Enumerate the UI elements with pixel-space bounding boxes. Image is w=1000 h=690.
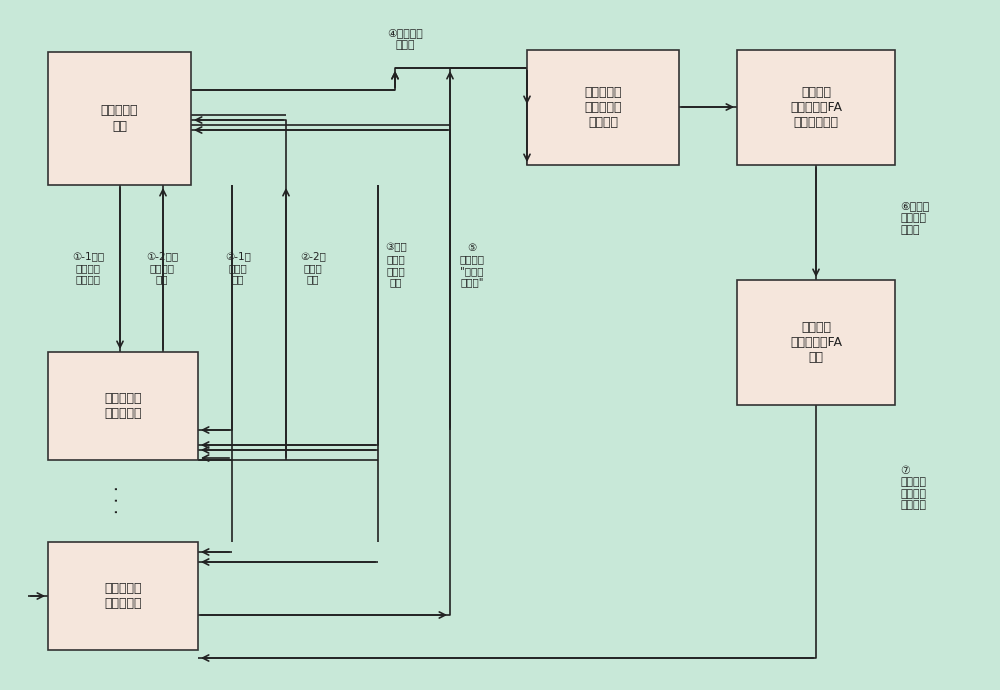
Text: · · ·: · · · <box>109 486 127 514</box>
Text: 主站模拟变
电站开关、
保护信号: 主站模拟变 电站开关、 保护信号 <box>584 86 622 129</box>
Text: ①-2应答
进入仿真
模式: ①-2应答 进入仿真 模式 <box>146 251 178 284</box>
Text: ①-1下发
启动仿真
模式命令: ①-1下发 启动仿真 模式命令 <box>72 251 104 284</box>
FancyBboxPatch shape <box>527 50 679 165</box>
Text: ③预设
模拟过
流信号
命令: ③预设 模拟过 流信号 命令 <box>385 243 407 288</box>
FancyBboxPatch shape <box>737 50 895 165</box>
Text: ②-2应
答对时
成功: ②-2应 答对时 成功 <box>300 251 326 284</box>
Text: ⑦
主站发令
退出终端
仿真模式: ⑦ 主站发令 退出终端 仿真模式 <box>900 466 926 511</box>
FancyBboxPatch shape <box>48 542 198 650</box>
Text: 主站生成
馈线自动化FA
方案: 主站生成 馈线自动化FA 方案 <box>790 321 842 364</box>
Text: 主站触发
馈线自动化FA
逻辑判断程序: 主站触发 馈线自动化FA 逻辑判断程序 <box>790 86 842 129</box>
FancyBboxPatch shape <box>48 52 191 185</box>
FancyBboxPatch shape <box>48 352 198 460</box>
Text: ⑥主站解
析终端模
拟信号: ⑥主站解 析终端模 拟信号 <box>900 201 929 235</box>
Text: ④主站定时
器启动: ④主站定时 器启动 <box>387 28 423 50</box>
Text: 配电自动化
主站: 配电自动化 主站 <box>101 104 138 132</box>
Text: ②-1下
发对时
命令: ②-1下 发对时 命令 <box>225 251 251 284</box>
FancyBboxPatch shape <box>737 280 895 405</box>
Text: ⑤
上送模拟
"终端过
流信号": ⑤ 上送模拟 "终端过 流信号" <box>460 243 484 288</box>
Text: 配电终端启
动仿真模式: 配电终端启 动仿真模式 <box>104 392 142 420</box>
Text: 配电终端启
动仿真模式: 配电终端启 动仿真模式 <box>104 582 142 610</box>
